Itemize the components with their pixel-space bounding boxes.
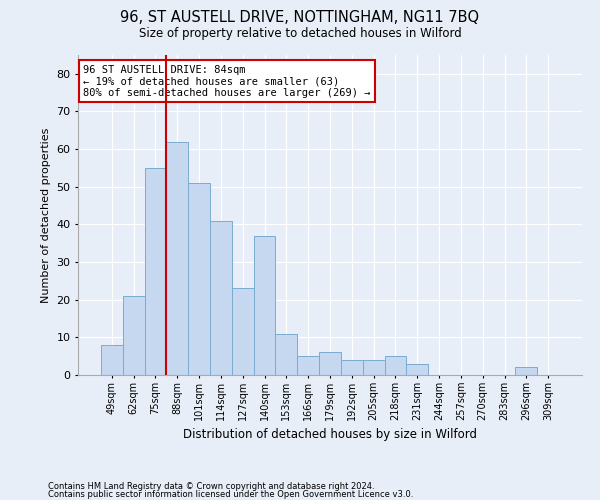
Bar — [232, 288, 254, 375]
Bar — [406, 364, 428, 375]
Text: 96 ST AUSTELL DRIVE: 84sqm
← 19% of detached houses are smaller (63)
80% of semi: 96 ST AUSTELL DRIVE: 84sqm ← 19% of deta… — [83, 64, 371, 98]
Y-axis label: Number of detached properties: Number of detached properties — [41, 128, 50, 302]
Bar — [166, 142, 188, 375]
Bar — [319, 352, 341, 375]
Bar — [275, 334, 297, 375]
Bar — [210, 220, 232, 375]
Bar — [188, 183, 210, 375]
Text: Contains public sector information licensed under the Open Government Licence v3: Contains public sector information licen… — [48, 490, 413, 499]
Text: Contains HM Land Registry data © Crown copyright and database right 2024.: Contains HM Land Registry data © Crown c… — [48, 482, 374, 491]
X-axis label: Distribution of detached houses by size in Wilford: Distribution of detached houses by size … — [183, 428, 477, 442]
Bar — [341, 360, 363, 375]
Text: 96, ST AUSTELL DRIVE, NOTTINGHAM, NG11 7BQ: 96, ST AUSTELL DRIVE, NOTTINGHAM, NG11 7… — [121, 10, 479, 25]
Bar — [145, 168, 166, 375]
Bar — [515, 368, 537, 375]
Bar — [254, 236, 275, 375]
Bar — [101, 345, 123, 375]
Text: Size of property relative to detached houses in Wilford: Size of property relative to detached ho… — [139, 28, 461, 40]
Bar — [385, 356, 406, 375]
Bar — [297, 356, 319, 375]
Bar — [123, 296, 145, 375]
Bar — [363, 360, 385, 375]
